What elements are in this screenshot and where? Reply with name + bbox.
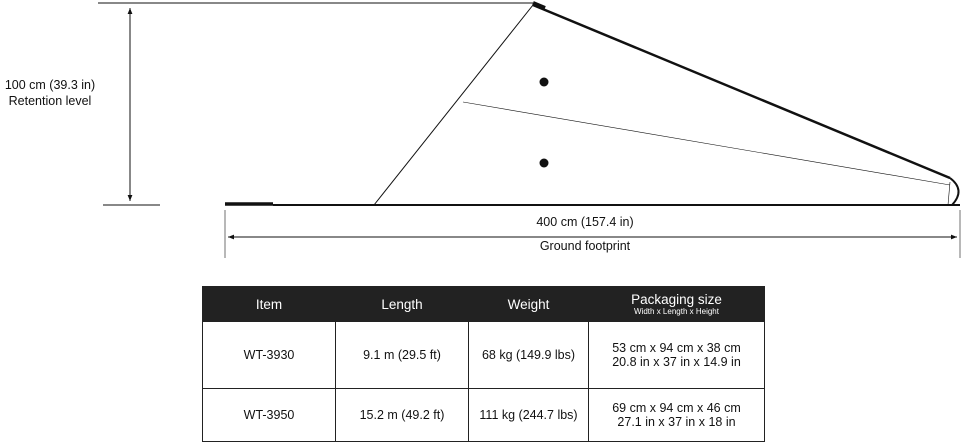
diagram: 100 cm (39.3 in) Retention level 400 cm … <box>5 1 961 258</box>
cell: 111 kg (244.7 lbs) <box>468 388 589 442</box>
header-cell: Length <box>335 286 469 322</box>
retention-label: Retention level <box>9 94 92 108</box>
row: WT-3930 9.1 m (29.5 ft) 68 kg (149.9 lbs… <box>202 321 765 389</box>
cell: 9.1 m (29.5 ft) <box>335 321 469 389</box>
line: 20.8 in x 37 in x 14.9 in <box>612 355 741 369</box>
cell: 53 cm x 94 cm x 38 cm 20.8 in x 37 in x 1… <box>588 321 765 389</box>
cell: 15.2 m (49.2 ft) <box>335 388 469 442</box>
cell: WT-3930 <box>202 321 336 389</box>
header-cell: Weight <box>468 286 589 322</box>
header-note: Width x Length x Height <box>634 307 719 316</box>
cell: WT-3950 <box>202 388 336 442</box>
barrier-drawing <box>98 1 961 258</box>
header-text: Packaging size <box>631 292 722 307</box>
cell: 68 kg (149.9 lbs) <box>468 321 589 389</box>
line: 69 cm x 94 cm x 46 cm <box>612 401 741 415</box>
line: 27.1 in x 37 in x 18 in <box>617 415 736 429</box>
footprint-label: Ground footprint <box>540 239 631 253</box>
line: 53 cm x 94 cm x 38 cm <box>612 341 741 355</box>
retention-measure: 100 cm (39.3 in) <box>5 78 95 92</box>
cell: 69 cm x 94 cm x 46 cm 27.1 in x 37 in x 1… <box>588 388 765 442</box>
header-cell: Item <box>202 286 336 322</box>
row: WT-3950 15.2 m (49.2 ft) 111 kg (244.7 l… <box>202 388 765 442</box>
footprint-measure: 400 cm (157.4 in) <box>536 215 633 229</box>
spec-table: Item Length Weight Packaging size Width x… <box>202 286 765 442</box>
header-cell: Packaging size Width x Length x Height <box>588 286 765 322</box>
header-row: Item Length Weight Packaging size Width x… <box>202 286 765 322</box>
